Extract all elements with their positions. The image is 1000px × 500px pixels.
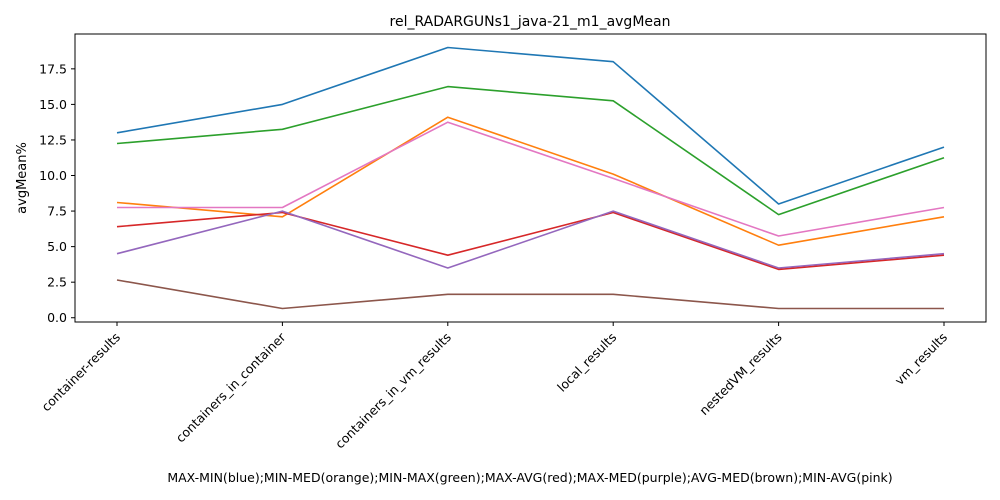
series-line-2 (116, 85, 945, 216)
y-tick-label: 7.5 (47, 204, 67, 219)
y-tick-label: 0.0 (47, 310, 67, 325)
x-tick-label: containers_in_container (173, 329, 289, 445)
x-tick-label: vm_results (892, 330, 950, 388)
x-tick-label: containers_in_vm_results (332, 330, 454, 452)
y-axis: 0.0 2.5 5.0 7.5 10.0 12.5 15.0 17.5 (39, 61, 75, 325)
y-axis-label: avgMean% (15, 142, 30, 214)
series-line-3 (116, 211, 945, 271)
x-tick-label: local_results (554, 330, 619, 395)
y-tick-label: 12.5 (39, 132, 67, 147)
chart-title: rel_RADARGUNs1_java-21_m1_avgMean (390, 14, 671, 30)
x-tick-label: nestedVM_results (696, 330, 784, 418)
y-tick-label: 17.5 (39, 61, 67, 76)
series-line-6 (117, 121, 945, 237)
plot-area-frame (74, 33, 987, 323)
y-tick-label: 15.0 (39, 97, 67, 112)
y-tick-label: 10.0 (39, 168, 67, 183)
y-tick-label: 5.0 (47, 239, 67, 254)
series-lines (116, 46, 945, 310)
series-line-0 (116, 46, 945, 205)
x-axis-label: MAX-MIN(blue);MIN-MED(orange);MIN-MAX(gr… (167, 470, 892, 485)
series-line-4 (116, 210, 945, 269)
x-axis: container-results containers_in_container… (38, 322, 950, 451)
y-tick-label: 2.5 (47, 275, 67, 290)
x-tick-label: container-results (38, 330, 123, 415)
series-line-5 (116, 279, 944, 310)
series-line-1 (116, 116, 945, 246)
